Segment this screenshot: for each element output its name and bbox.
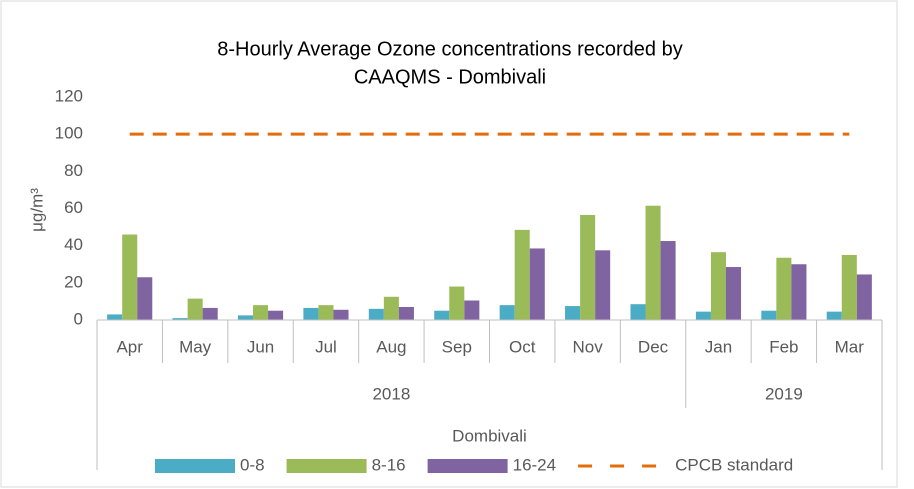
bar — [595, 250, 611, 320]
x-tick-label: Jul — [315, 337, 337, 356]
legend-swatch — [155, 459, 235, 473]
bar — [565, 306, 581, 320]
bar — [253, 305, 269, 320]
x-tick-label: Feb — [769, 337, 798, 356]
x-tick-label: Nov — [573, 337, 604, 356]
chart-title: 8-Hourly Average Ozone concentrations re… — [217, 38, 682, 60]
bar — [303, 307, 319, 320]
y-tick-label: 60 — [64, 198, 83, 217]
y-axis-label: μg/m³ — [27, 188, 46, 232]
x-tick-label: Mar — [835, 337, 865, 356]
legend-label: 0-8 — [240, 455, 265, 474]
y-tick-label: 40 — [64, 235, 83, 254]
bar — [580, 215, 596, 320]
bar — [645, 205, 661, 320]
bar — [826, 311, 842, 320]
bar — [725, 267, 742, 320]
bar — [202, 307, 218, 320]
bar — [122, 234, 138, 320]
bar — [333, 309, 349, 320]
x-tick-label: Dec — [638, 337, 669, 356]
bar — [499, 305, 515, 320]
super-group-label: Dombivali — [452, 426, 527, 445]
bar — [318, 305, 334, 320]
bar — [776, 257, 792, 320]
legend-label: 16-24 — [513, 455, 556, 474]
bar — [841, 254, 857, 320]
y-tick-label: 100 — [55, 124, 83, 143]
legend-label: CPCB standard — [675, 455, 793, 474]
y-tick-label: 20 — [64, 272, 83, 291]
bar — [761, 310, 777, 320]
bar — [268, 310, 284, 320]
bar — [529, 248, 545, 320]
y-tick-label: 80 — [64, 161, 83, 180]
bar — [449, 286, 465, 320]
bar — [237, 315, 254, 320]
bar — [856, 274, 872, 320]
bar — [187, 298, 203, 320]
bar — [383, 296, 399, 320]
bar — [710, 252, 726, 320]
group-label: 2019 — [765, 384, 803, 403]
bar — [791, 264, 807, 320]
bar — [434, 310, 450, 320]
y-tick-label: 120 — [55, 86, 83, 105]
bar — [695, 311, 711, 320]
bar — [464, 300, 480, 320]
bar — [514, 229, 530, 320]
x-tick-label: Jun — [247, 337, 274, 356]
y-tick-label: 0 — [74, 309, 83, 328]
legend-label: 8-16 — [372, 455, 406, 474]
bar — [368, 308, 384, 320]
x-tick-label: Jan — [705, 337, 732, 356]
x-tick-label: Sep — [442, 337, 472, 356]
x-tick-label: Oct — [509, 337, 536, 356]
bar — [172, 318, 188, 320]
group-label: 2018 — [372, 384, 410, 403]
bar — [398, 306, 414, 320]
bar — [137, 277, 153, 320]
legend-swatch — [427, 459, 508, 473]
bar — [660, 241, 676, 320]
chart-title: CAAQMS - Dombivali — [354, 66, 546, 88]
x-tick-label: Aug — [376, 337, 406, 356]
x-tick-label: May — [179, 337, 212, 356]
bar — [107, 314, 123, 320]
legend-swatch — [286, 459, 367, 473]
bar — [630, 304, 646, 320]
x-tick-label: Apr — [116, 337, 143, 356]
